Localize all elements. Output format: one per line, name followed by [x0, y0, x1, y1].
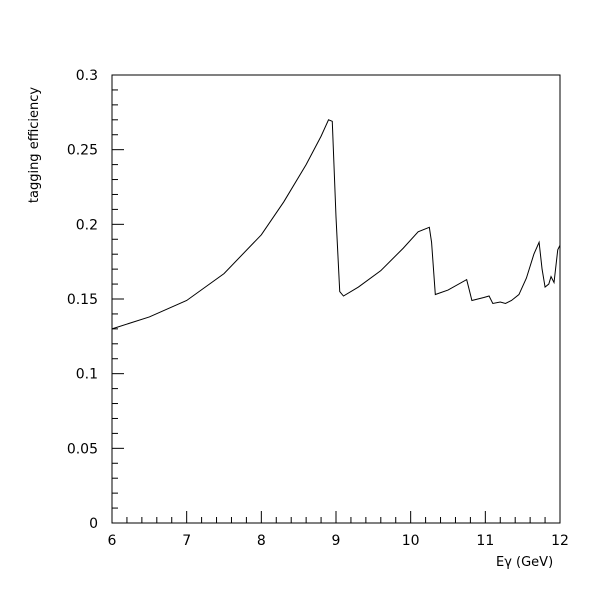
x-axis-ticks	[111, 511, 561, 523]
y-tick-label: 0.3	[76, 68, 98, 84]
x-tick-label: 12	[551, 533, 569, 549]
y-tick-label: 0.15	[67, 292, 98, 308]
y-axis-tick-labels: 0 0.05 0.1 0.15 0.2 0.25 0.3	[67, 68, 98, 532]
x-axis-title: Eγ (GeV)	[496, 555, 553, 570]
y-axis-title: tagging efficiency	[27, 87, 42, 204]
x-tick-label: 6	[108, 533, 117, 549]
series-line	[111, 119, 561, 330]
plot-frame	[111, 74, 561, 524]
x-tick-label: 11	[476, 533, 494, 549]
y-axis-ticks	[112, 74, 124, 524]
y-tick-label: 0.25	[67, 143, 98, 159]
y-tick-label: 0.05	[67, 441, 98, 457]
x-tick-label: 7	[182, 533, 191, 549]
x-tick-label: 10	[402, 533, 420, 549]
x-tick-label: 8	[257, 533, 266, 549]
y-tick-label: 0	[89, 516, 98, 532]
x-axis-tick-labels: 6 7 8 9 10 11 12	[108, 533, 569, 549]
y-tick-label: 0.2	[76, 217, 98, 233]
x-tick-label: 9	[332, 533, 341, 549]
y-tick-label: 0.1	[76, 367, 98, 383]
